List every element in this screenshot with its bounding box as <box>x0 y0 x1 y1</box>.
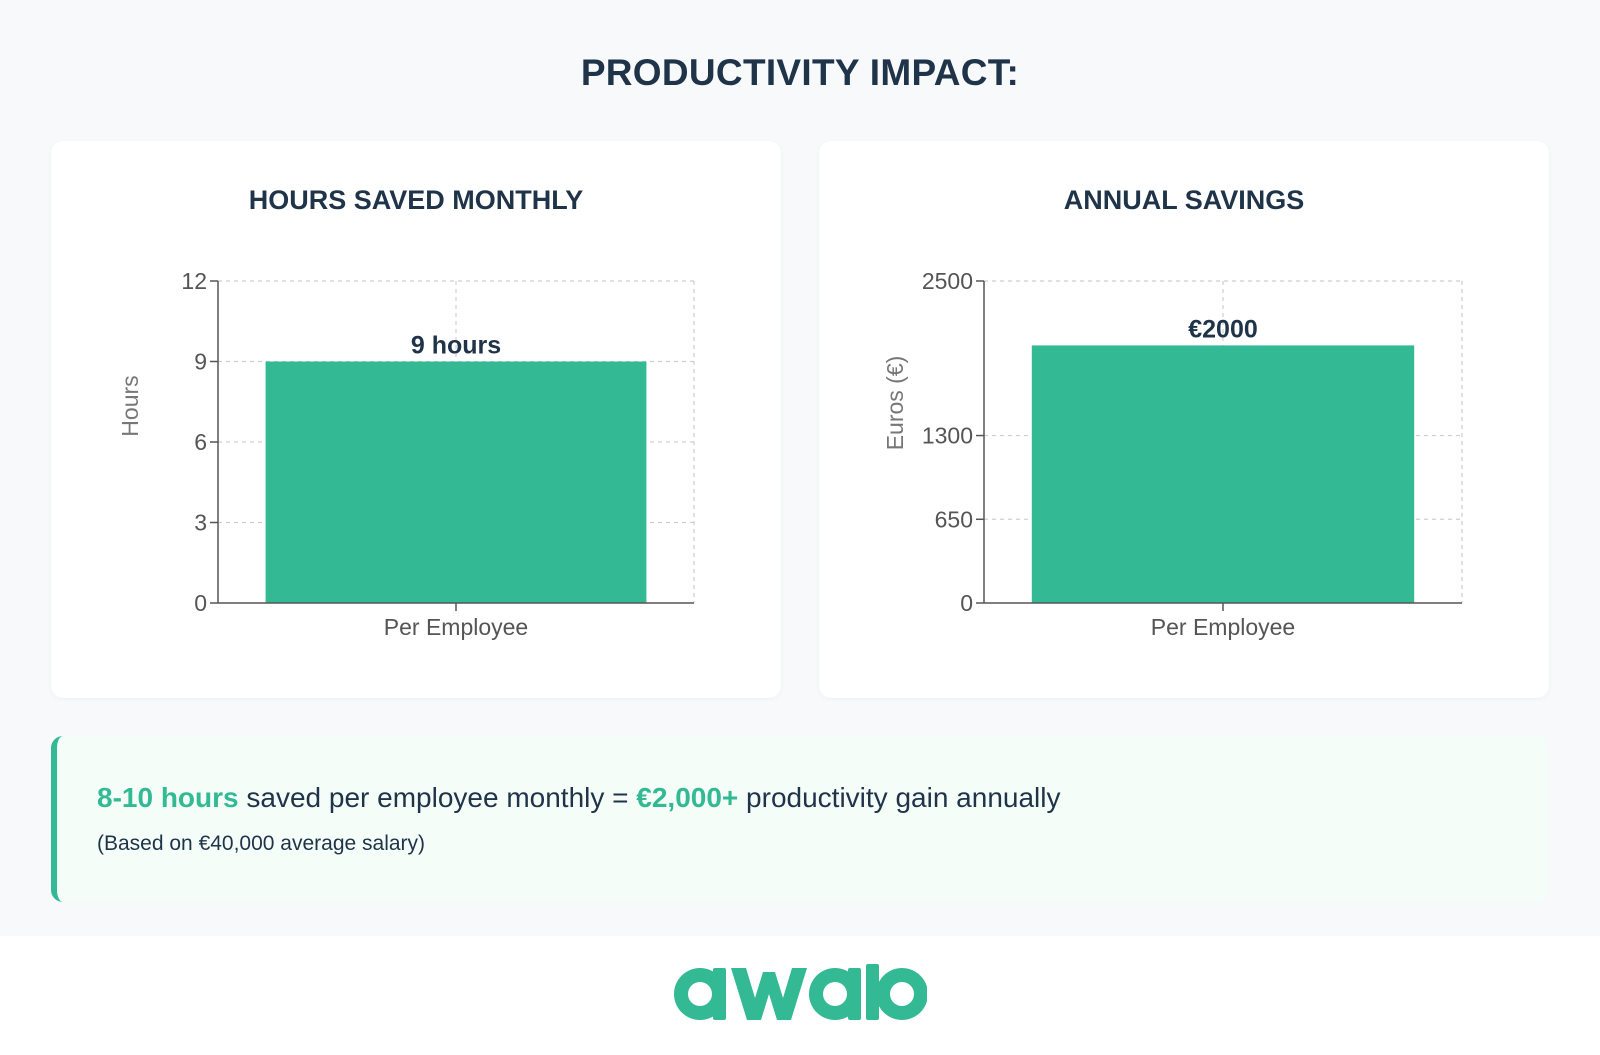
page-title: PRODUCTIVITY IMPACT: <box>580 52 1020 93</box>
footer <box>0 936 1600 1055</box>
y-tick-label: 6 <box>194 429 207 455</box>
y-tick-label: 2500 <box>922 268 973 294</box>
summary-callout: 8-10 hours saved per employee monthly = … <box>51 736 1548 902</box>
bar-value-label: €2000 <box>1188 315 1258 343</box>
chart-plot: 0 3 6 9 12 Per Employee Hours 9 hours <box>117 268 695 640</box>
y-tick-label: 0 <box>194 590 207 616</box>
awaio-logo <box>674 964 927 1020</box>
chart-title: HOURS SAVED MONTHLY <box>248 185 584 215</box>
chart-plot: 0 650 1300 2500 Per Employee Euros (€) €2000 <box>882 268 1463 640</box>
bar <box>1031 345 1415 603</box>
bar-value-label: 9 hours <box>411 332 501 360</box>
y-tick-label: 650 <box>935 506 973 532</box>
summary-text-part: saved per employee monthly = <box>238 782 637 813</box>
x-tick-label: Per Employee <box>1151 614 1295 640</box>
y-tick-label: 12 <box>181 268 207 294</box>
chart-title: ANNUAL SAVINGS <box>1063 185 1305 215</box>
summary-text-part: productivity gain annually <box>738 782 1061 813</box>
summary-text: 8-10 hours saved per employee monthly = … <box>97 782 1060 814</box>
y-tick-label: 1300 <box>922 423 973 449</box>
bar <box>265 361 647 603</box>
x-tick-label: Per Employee <box>384 614 528 640</box>
y-tick-label: 3 <box>194 510 207 536</box>
annual-savings-card: ANNUAL SAVINGS 0 650 1300 2500 Per Employee E… <box>819 141 1549 698</box>
savings-bar-chart: 0 650 1300 2500 Per Employee Euros (€) €2000 <box>882 268 1463 640</box>
euro-highlight: €2,000+ <box>636 782 739 813</box>
y-tick-label: 9 <box>194 349 207 375</box>
main-section: PRODUCTIVITY IMPACT: HOURS SAVED MONTHLY… <box>51 52 1549 902</box>
summary-subtext: (Based on €40,000 average salary) <box>97 832 426 855</box>
hours-bar-chart: 0 3 6 9 12 Per Employee Hours 9 hours <box>117 268 695 640</box>
hours-highlight: 8-10 hours <box>97 782 239 813</box>
y-axis-label: Euros (€) <box>882 356 908 451</box>
y-axis-label: Hours <box>117 375 143 436</box>
y-tick-label: 0 <box>960 590 973 616</box>
hours-saved-card: HOURS SAVED MONTHLY 0 3 6 9 12 Per Employee Ho… <box>51 141 781 698</box>
